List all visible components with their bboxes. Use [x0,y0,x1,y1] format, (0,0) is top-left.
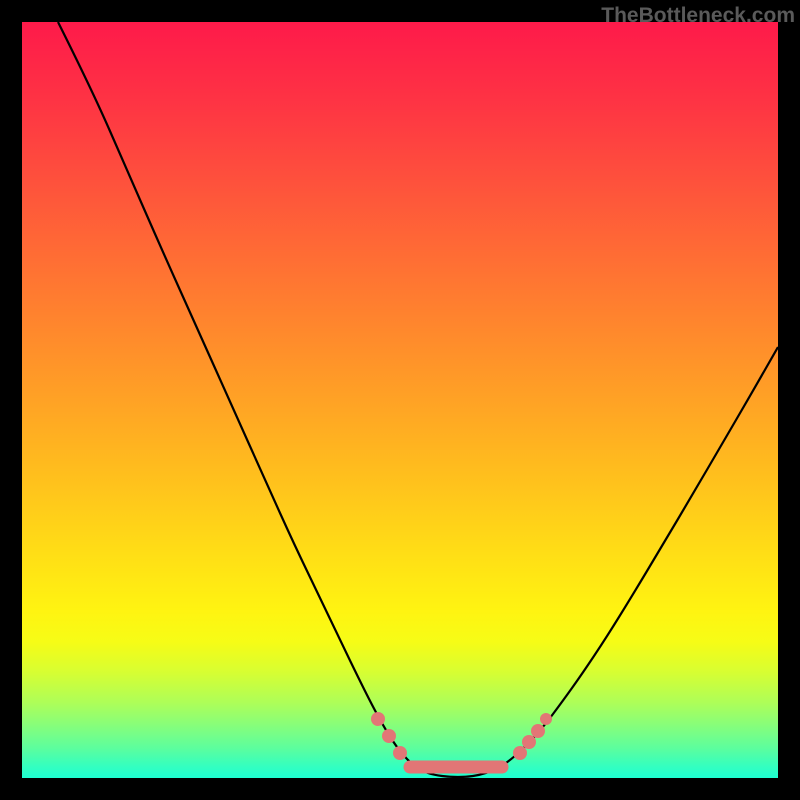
chart-frame [22,22,778,778]
gradient-background [22,22,778,778]
valley-marker-dot [393,746,407,760]
valley-marker-dot [522,735,536,749]
valley-marker-dot [382,729,396,743]
valley-marker-dot [371,712,385,726]
valley-marker-dot [531,724,545,738]
watermark-text: TheBottleneck.com [601,4,795,28]
valley-marker-dot [540,713,552,725]
chart-svg [22,22,778,778]
valley-marker-dot [513,746,527,760]
